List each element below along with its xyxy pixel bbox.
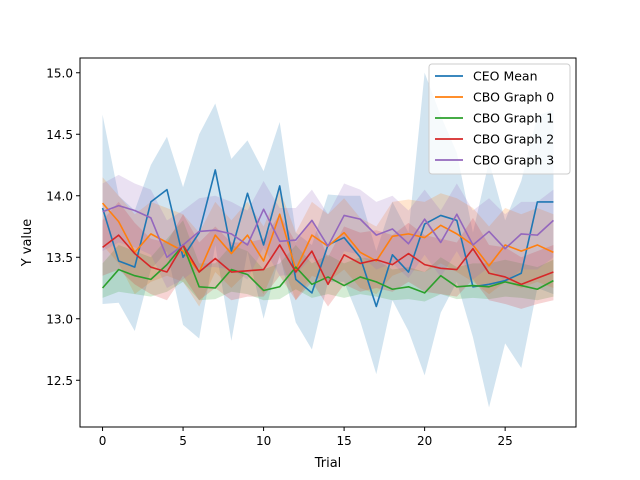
x-tick-label: 0 — [99, 434, 107, 448]
x-axis-label: Trial — [314, 456, 342, 471]
legend-entry-4: CBO Graph 3 — [473, 153, 554, 168]
x-tick-label: 10 — [256, 434, 271, 448]
plot-area-frame — [79, 57, 577, 428]
band-series-4 — [102, 174, 554, 289]
legend-entry-1: CBO Graph 0 — [473, 90, 554, 105]
line-series-4 — [102, 204, 554, 259]
y-tick-label: 13.5 — [46, 251, 73, 265]
line-series-3 — [102, 234, 554, 286]
band-series-1 — [102, 177, 554, 307]
line-series-2 — [101, 244, 554, 294]
band-series-2 — [102, 220, 554, 302]
y-tick-label: 13.0 — [46, 312, 73, 326]
x-axis: 0 5 10 15 20 25 — [99, 427, 513, 448]
x-tick-label: 15 — [336, 434, 351, 448]
x-tick-label: 20 — [417, 434, 432, 448]
legend-entry-2: CBO Graph 1 — [473, 111, 554, 126]
y-axis: 12.5 13.0 13.5 14.0 14.5 15.0 — [46, 66, 80, 388]
legend-box — [428, 63, 571, 175]
y-axis-label: Y value — [20, 219, 35, 268]
y-tick-label: 14.0 — [46, 189, 73, 203]
y-tick-label: 15.0 — [46, 66, 73, 80]
x-tick-label: 5 — [179, 434, 187, 448]
x-tick-label: 25 — [498, 434, 513, 448]
series-lines — [101, 169, 554, 308]
legend-entry-3: CBO Graph 2 — [473, 132, 554, 147]
y-tick-label: 12.5 — [46, 374, 73, 388]
band-series-3 — [102, 201, 554, 309]
y-tick-label: 14.5 — [46, 128, 73, 142]
legend-entry-0: CEO Mean — [473, 69, 538, 84]
legend: CEO Mean CBO Graph 0 CBO Graph 1 CBO Graph … — [428, 63, 571, 175]
